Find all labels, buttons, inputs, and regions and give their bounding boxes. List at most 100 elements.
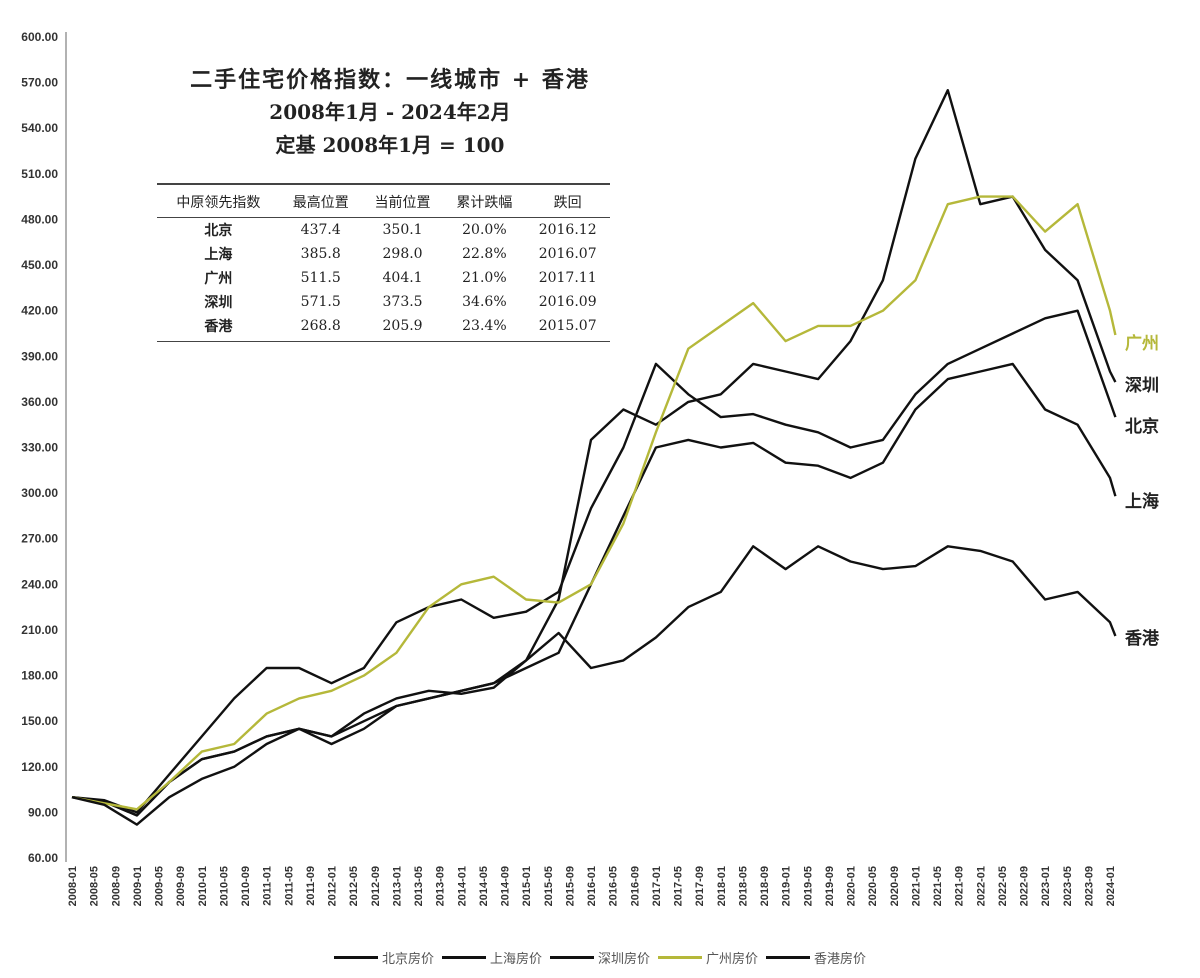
x-tick-label: 2011-01 [262,866,274,906]
x-tick-label: 2013-05 [413,866,425,906]
legend-label: 香港房价 [814,952,867,967]
x-tick-label: 2022-09 [1019,866,1031,906]
y-tick-label: 570.00 [21,76,58,90]
legend-swatch [549,956,594,959]
x-tick-label: 2019-09 [824,866,836,906]
x-tick-label: 2014-09 [500,866,512,906]
y-tick-label: 60.00 [28,851,58,865]
y-tick-label: 540.00 [21,121,58,135]
table-cell: 34.6% [462,294,507,310]
x-tick-label: 2012-01 [327,866,339,906]
legend-item: 深圳房价 [549,948,650,967]
x-tick-label: 2019-01 [781,866,793,906]
table-cell: 511.5 [300,270,341,286]
series-line-上海 [71,362,1117,817]
legend-label: 深圳房价 [597,952,650,967]
legend-swatch [766,956,811,959]
header-index: 中原领先指数 [157,183,280,218]
chart-title: 二手住宅价格指数：一线城市 + 香港 [190,67,590,93]
x-tick-label: 2008-09 [110,866,122,906]
series-line-北京 [71,309,1117,814]
table-cell: 268.8 [279,314,362,342]
x-tick-label: 2022-01 [975,866,987,906]
chart-subtitle: 2008年1月 - 2024年2月 [269,100,511,124]
table-row: 香港 268.8 205.9 23.4% 2015.07 [157,314,610,342]
y-tick-label: 90.00 [28,805,58,819]
table-cell: 385.8 [300,246,341,262]
x-tick-label: 2010-05 [218,866,230,906]
header-decline: 累计跌幅 [443,183,526,218]
x-tick-label: 2009-05 [154,866,166,906]
x-tick-label: 2023-05 [1062,866,1074,906]
x-tick-label: 2017-01 [651,866,663,906]
table-row: 上海 385.8 298.0 22.8% 2016.07 [157,242,610,266]
series-end-label: 上海 [1125,491,1159,512]
y-tick-label: 120.00 [21,760,58,774]
table-cell: 23.4% [443,314,526,342]
y-tick-label: 360.00 [21,395,58,409]
x-tick-label: 2015-09 [564,866,576,906]
y-tick-label: 510.00 [21,167,58,181]
x-tick-label: 2020-09 [889,866,901,906]
table-row: 深圳 571.5 373.5 34.6% 2016.09 [157,290,610,314]
x-tick-label: 2015-01 [521,866,533,906]
table-cell: 20.0% [462,222,507,238]
series-line-深圳 [71,88,1117,817]
y-tick-label: 300.00 [21,486,58,500]
y-tick-label: 210.00 [21,623,58,637]
legend-swatch [441,956,486,959]
x-tick-label: 2017-09 [694,866,706,906]
table-cell: 上海 [204,247,233,263]
table-cell: 深圳 [204,295,233,311]
x-tick-label: 2012-09 [370,866,382,906]
y-tick-label: 330.00 [21,441,58,455]
chart-legend: 北京房价 上海房价 深圳房价 广州房价 香港房价 [0,948,1200,967]
x-tick-label: 2017-05 [673,866,685,906]
legend-label: 北京房价 [381,952,434,967]
legend-item: 上海房价 [441,948,542,967]
header-current: 当前位置 [361,183,444,218]
x-tick-label: 2016-01 [586,866,598,906]
table-cell: 350.1 [382,222,423,238]
legend-swatch [658,956,702,959]
legend-item: 北京房价 [333,948,434,967]
table-cell: 2016.12 [538,222,597,238]
series-end-label: 广州 [1125,333,1159,354]
x-tick-label: 2023-01 [1040,866,1052,906]
series-line-广州 [71,195,1117,811]
x-tick-label: 2018-01 [716,866,728,906]
y-tick-label: 390.00 [21,349,58,363]
y-tick-label: 270.00 [21,532,58,546]
y-tick-label: 600.00 [21,30,58,44]
legend-swatch [333,956,378,959]
table-cell: 广州 [204,271,233,287]
x-tick-label: 2024-01 [1105,866,1117,906]
y-tick-label: 450.00 [21,258,58,272]
series-end-label: 北京 [1125,416,1159,437]
x-tick-label: 2010-09 [240,866,252,906]
x-tick-label: 2011-09 [305,866,317,906]
table-cell: 2016.09 [538,294,597,310]
series-lines [71,88,1117,826]
y-tick-label: 150.00 [21,714,58,728]
table-cell: 2015.07 [525,314,610,342]
legend-label: 上海房价 [489,952,542,967]
table-row: 广州 511.5 404.1 21.0% 2017.11 [157,266,610,290]
chart-base-note: 定基 2008年1月 = 100 [275,133,505,157]
table-cell: 北京 [204,223,233,239]
x-tick-label: 2018-05 [737,866,749,906]
table-cell: 373.5 [382,294,423,310]
table-cell: 437.4 [300,222,341,238]
x-tick-label: 2023-09 [1083,866,1095,906]
x-tick-label: 2013-09 [435,866,447,906]
legend-label: 广州房价 [706,952,759,967]
series-line-香港 [71,545,1117,826]
header-back-to: 跌回 [525,183,610,218]
x-tick-label: 2018-09 [759,866,771,906]
legend-item: 广州房价 [658,948,758,967]
table-cell: 21.0% [462,270,507,286]
x-tick-label: 2010-01 [197,866,209,906]
x-tick-label: 2021-09 [954,866,966,906]
